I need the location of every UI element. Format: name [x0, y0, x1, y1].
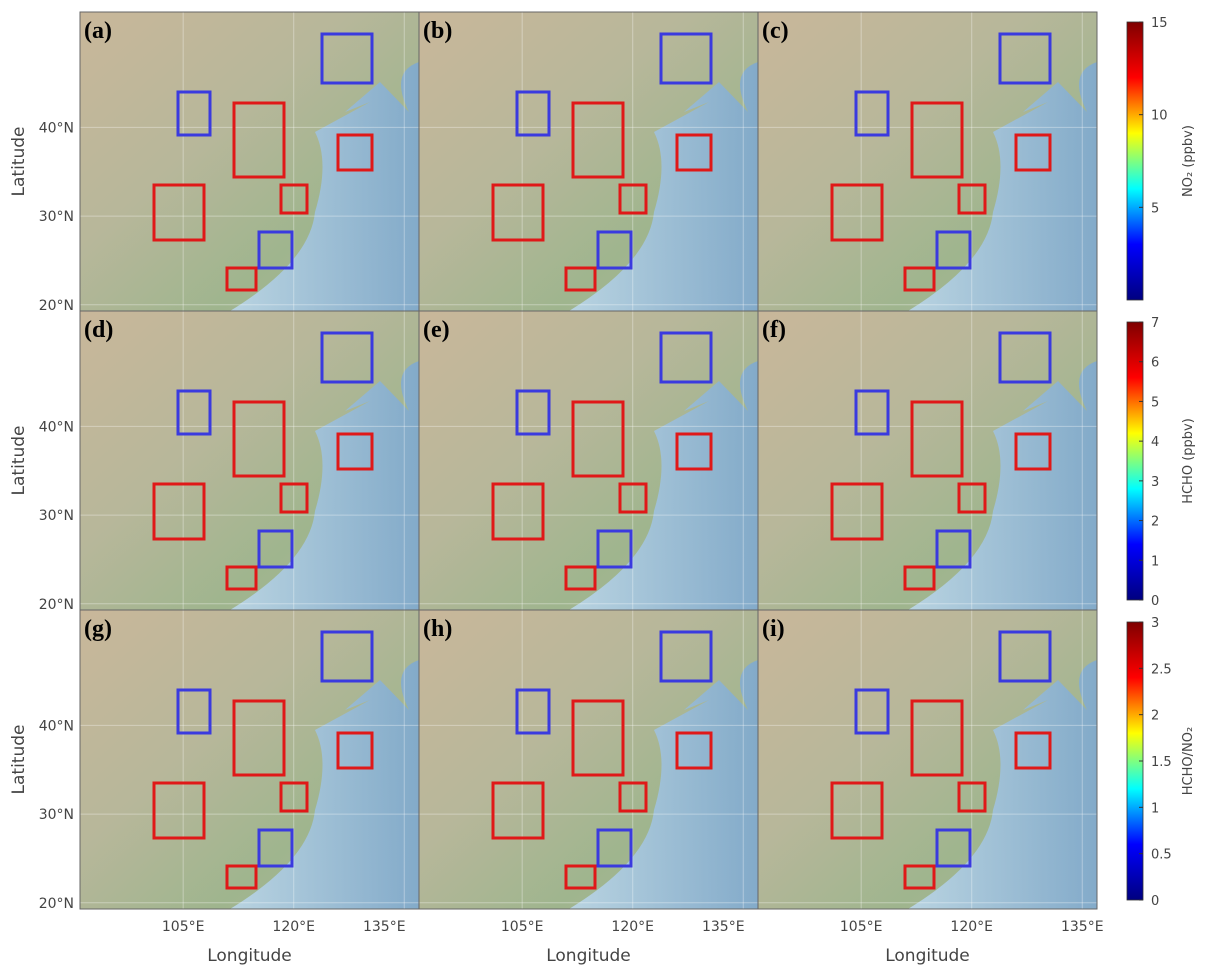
panel-label: (f) [762, 317, 786, 343]
panel-label: (i) [762, 616, 785, 642]
map-panel: (d) [80, 311, 419, 610]
panel-label: (a) [84, 18, 112, 44]
colorbar-tick-label: 2 [1151, 709, 1159, 724]
x-axis-label: Longitude [207, 946, 292, 966]
panel-label: (h) [423, 616, 452, 642]
x-tick-label: 105°E [162, 919, 205, 935]
x-axis-label: Longitude [546, 946, 631, 966]
panel-label: (d) [84, 317, 113, 343]
colorbar-tick-label: 5 [1151, 201, 1159, 216]
x-axis-label: Longitude [885, 946, 970, 966]
colorbar-tick-label: 2 [1151, 515, 1159, 530]
y-tick-label: 30°N [39, 807, 74, 823]
y-tick-label: 40°N [39, 419, 74, 435]
y-tick-label: 20°N [39, 597, 74, 613]
x-tick-label: 105°E [840, 919, 883, 935]
y-axis-label: Latitude [9, 426, 29, 496]
map-panel: (c) [758, 12, 1097, 311]
x-tick-label: 135°E [363, 919, 406, 935]
y-axis-label: Latitude [9, 127, 29, 197]
map-panel: (h) [419, 610, 758, 909]
x-tick-label: 135°E [1061, 919, 1104, 935]
colorbar-label: HCHO/NO₂ [1181, 727, 1196, 795]
colorbar-tick-label: 5 [1151, 395, 1159, 410]
colorbar-tick-label: 1 [1151, 801, 1159, 816]
colorbar-tick-label: 4 [1151, 435, 1159, 450]
map-panel: (b) [419, 12, 758, 311]
colorbar-tick-label: 1 [1151, 554, 1159, 569]
colorbar-tick-label: 0.5 [1151, 848, 1172, 863]
colorbar-tick-label: 10 [1151, 109, 1168, 124]
map-panel: (a) [80, 12, 419, 311]
colorbar [1127, 322, 1143, 600]
colorbar-label: NO₂ (ppbv) [1181, 125, 1196, 197]
colorbar-label: HCHO (ppbv) [1181, 418, 1196, 504]
y-tick-label: 30°N [39, 209, 74, 225]
figure: (a)(b)(c)(d)(e)(f)(g)(h)(i)105°E120°E135… [0, 0, 1205, 969]
map-panel: (g) [80, 610, 419, 909]
map-panel: (f) [758, 311, 1097, 610]
panel-label: (e) [423, 317, 450, 343]
x-tick-label: 120°E [611, 919, 654, 935]
x-tick-label: 105°E [501, 919, 544, 935]
colorbar [1127, 22, 1143, 300]
colorbar-tick-label: 6 [1151, 356, 1159, 371]
x-tick-label: 120°E [272, 919, 315, 935]
colorbar-tick-label: 3 [1151, 616, 1159, 631]
y-axis-label: Latitude [9, 725, 29, 795]
panel-label: (c) [762, 18, 789, 44]
map-panel: (i) [758, 610, 1097, 909]
y-tick-label: 20°N [39, 896, 74, 912]
panel-label: (b) [423, 18, 452, 44]
colorbar-tick-label: 2.5 [1151, 662, 1172, 677]
colorbar-tick-label: 3 [1151, 475, 1159, 490]
colorbar-tick-label: 15 [1151, 16, 1168, 31]
y-tick-label: 40°N [39, 718, 74, 734]
colorbar-tick-label: 1.5 [1151, 755, 1172, 770]
colorbar-tick-label: 7 [1151, 316, 1159, 331]
x-tick-label: 135°E [702, 919, 745, 935]
y-tick-label: 30°N [39, 508, 74, 524]
colorbar-tick-label: 0 [1151, 594, 1159, 609]
x-tick-label: 120°E [950, 919, 993, 935]
y-tick-label: 20°N [39, 298, 74, 314]
panel-label: (g) [84, 616, 112, 642]
y-tick-label: 40°N [39, 120, 74, 136]
colorbar-tick-label: 0 [1151, 894, 1159, 909]
map-panel: (e) [419, 311, 758, 610]
